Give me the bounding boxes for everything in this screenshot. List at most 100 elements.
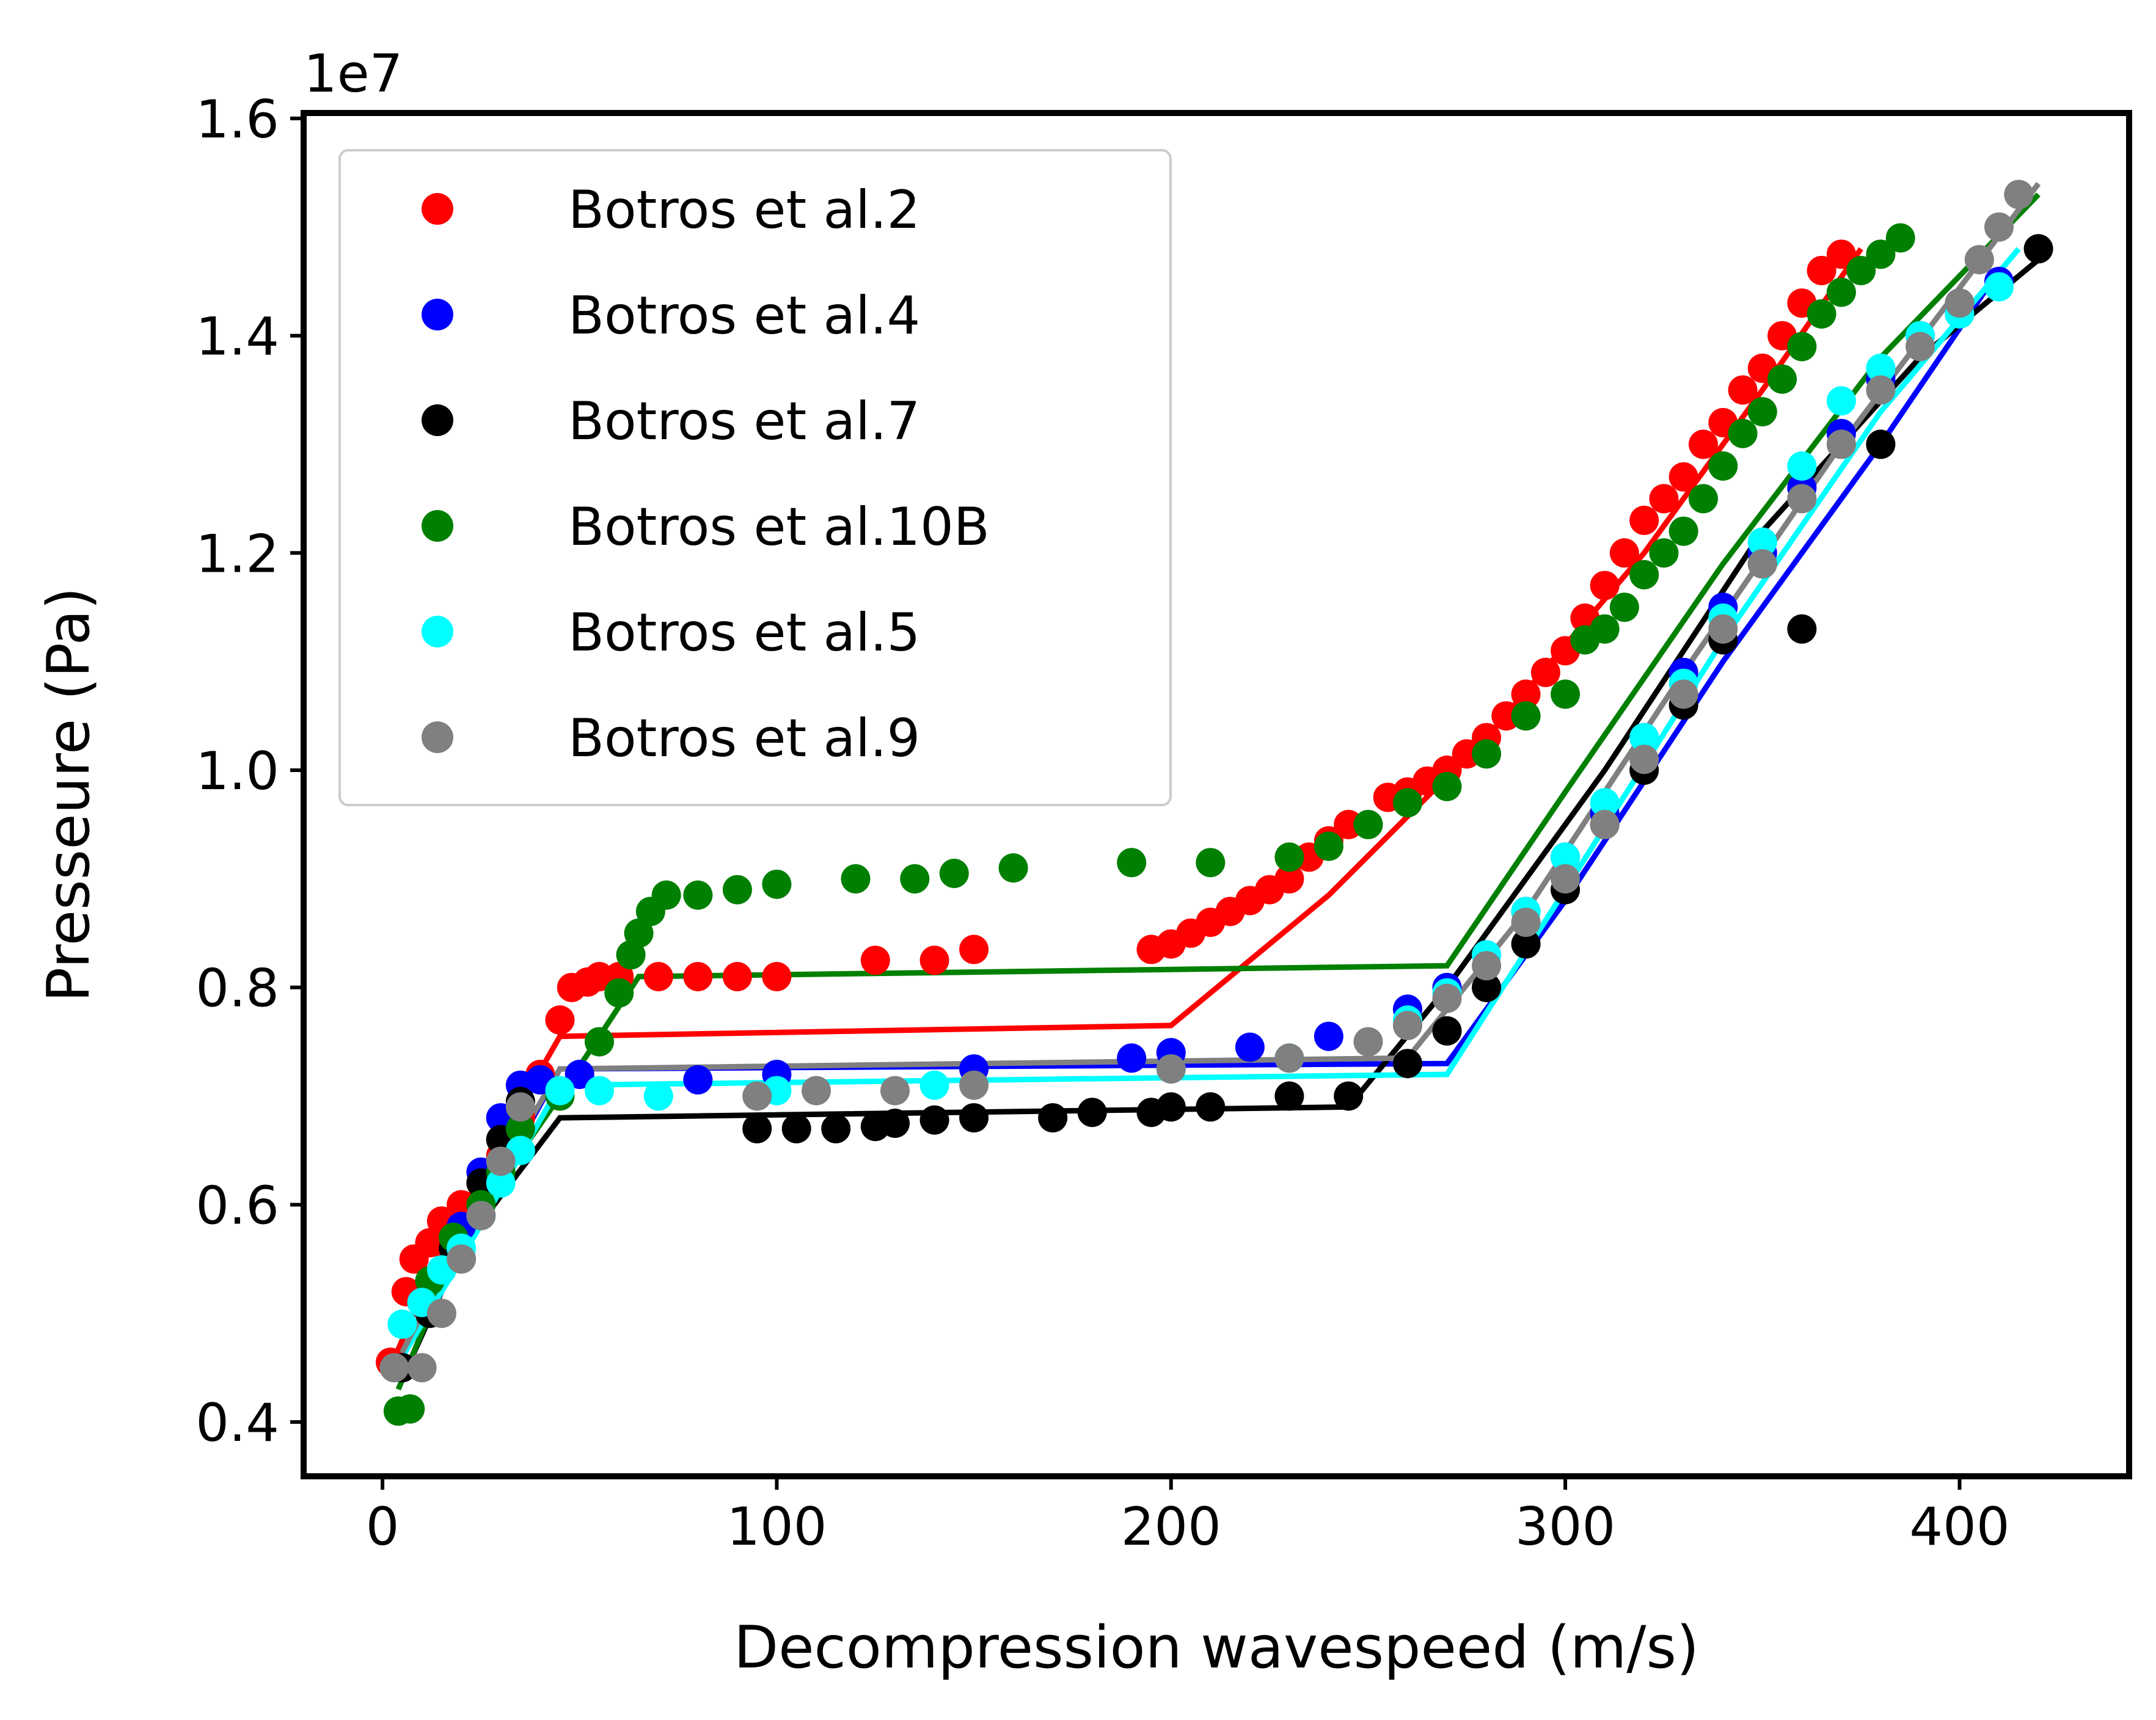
data-point: [860, 946, 890, 975]
data-point: [1196, 848, 1226, 878]
data-point: [1885, 223, 1915, 253]
data-point: [1629, 745, 1659, 774]
data-point: [1432, 983, 1462, 1013]
y-tick-label: 1.6: [196, 89, 279, 150]
data-point: [1511, 908, 1541, 937]
data-point: [1747, 549, 1777, 579]
data-point: [781, 1113, 811, 1143]
data-point: [1609, 592, 1639, 622]
legend-label: Botros et al.2: [568, 180, 920, 241]
data-point: [1511, 679, 1541, 709]
data-point: [1866, 375, 1896, 405]
data-point: [1668, 462, 1698, 492]
data-point: [1649, 484, 1679, 514]
data-point: [900, 864, 930, 894]
data-point: [742, 1081, 772, 1111]
data-point: [624, 918, 654, 948]
legend-label: Botros et al.4: [568, 285, 920, 346]
data-point: [1609, 538, 1639, 568]
legend-marker: [422, 721, 453, 753]
data-point: [545, 1005, 575, 1035]
data-point: [1077, 1098, 1107, 1128]
data-point: [1314, 831, 1343, 861]
data-point: [1590, 809, 1620, 839]
data-point: [1984, 212, 2014, 242]
data-point: [1728, 375, 1758, 405]
data-point: [379, 1353, 409, 1383]
legend-marker: [422, 616, 453, 647]
data-point: [466, 1201, 496, 1231]
data-point: [2004, 180, 2034, 210]
data-point: [1708, 451, 1738, 481]
data-point: [395, 1394, 425, 1424]
data-point: [1964, 245, 1994, 275]
data-point: [1235, 1032, 1265, 1062]
data-point: [1472, 972, 1502, 1002]
data-point: [1038, 1103, 1068, 1133]
data-point: [1472, 739, 1502, 769]
y-axis-label: Presseure (Pa): [35, 587, 103, 1002]
data-point: [1787, 614, 1817, 644]
data-point: [1668, 516, 1698, 546]
data-point: [1787, 332, 1817, 362]
data-point: [998, 853, 1028, 883]
legend-label: Botros et al.9: [568, 708, 920, 769]
data-point: [1866, 239, 1896, 269]
y-tick-label: 0.4: [196, 1393, 279, 1454]
data-point: [1196, 1092, 1226, 1122]
legend-label: Botros et al.5: [568, 602, 920, 663]
data-point: [1826, 386, 1856, 416]
data-point: [1274, 842, 1304, 872]
data-point: [585, 1027, 614, 1057]
data-point: [919, 1070, 949, 1100]
y-tick-label: 0.8: [196, 958, 279, 1019]
data-point: [683, 880, 713, 910]
data-point: [1945, 288, 1975, 318]
data-point: [1117, 1043, 1147, 1073]
data-point: [565, 1060, 594, 1089]
legend-marker: [422, 404, 453, 436]
data-point: [545, 1076, 575, 1106]
data-point: [1274, 1081, 1304, 1111]
data-point: [1866, 429, 1896, 459]
data-point: [1393, 1010, 1422, 1040]
data-point: [959, 1070, 989, 1100]
x-tick-label: 100: [726, 1496, 827, 1558]
legend-marker: [422, 299, 453, 330]
plot-frame: [301, 110, 2132, 1479]
data-point: [1629, 723, 1659, 752]
data-point: [1728, 418, 1758, 448]
data-point: [1767, 364, 1797, 394]
data-point: [1826, 277, 1856, 307]
data-point: [1984, 272, 2014, 302]
data-point: [486, 1146, 516, 1176]
y-tick-label: 1.4: [196, 307, 279, 368]
legend-label: Botros et al.10B: [568, 497, 990, 558]
data-point: [1117, 848, 1147, 878]
data-point: [426, 1299, 456, 1328]
data-point: [1689, 429, 1718, 459]
data-point: [1551, 864, 1580, 894]
data-point: [1708, 614, 1738, 644]
data-point: [1274, 864, 1304, 894]
data-point: [821, 1113, 851, 1143]
data-point: [1590, 788, 1620, 818]
data-point: [1747, 397, 1777, 427]
data-point: [1906, 332, 1935, 362]
x-tick-label: 400: [1909, 1496, 2009, 1558]
data-point: [1393, 1049, 1422, 1079]
legend-marker: [422, 193, 453, 225]
x-ticks: 0 100 200 300 400: [366, 1476, 2010, 1558]
x-tick-label: 300: [1515, 1496, 1615, 1558]
data-point: [407, 1353, 437, 1383]
data-point: [1866, 353, 1896, 383]
series-points: [376, 180, 2053, 1426]
data-point: [1590, 614, 1620, 644]
x-tick-label: 0: [366, 1496, 400, 1558]
data-point: [1787, 484, 1817, 514]
series-line: [387, 247, 1863, 1369]
data-point: [1353, 809, 1383, 839]
data-point: [1668, 679, 1698, 709]
legend-box: [338, 149, 1172, 806]
